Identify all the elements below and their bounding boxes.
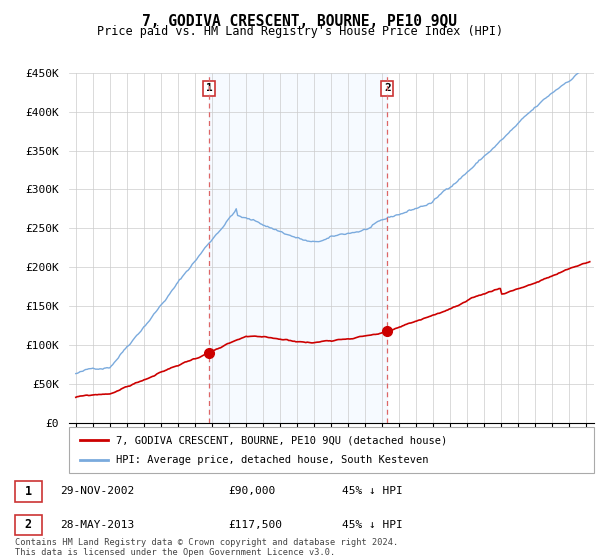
Text: 1: 1 bbox=[25, 484, 32, 498]
Text: 45% ↓ HPI: 45% ↓ HPI bbox=[342, 486, 403, 496]
Text: 7, GODIVA CRESCENT, BOURNE, PE10 9QU (detached house): 7, GODIVA CRESCENT, BOURNE, PE10 9QU (de… bbox=[116, 435, 448, 445]
Text: 2: 2 bbox=[384, 83, 391, 94]
Text: Contains HM Land Registry data © Crown copyright and database right 2024.
This d: Contains HM Land Registry data © Crown c… bbox=[15, 538, 398, 557]
Text: 1: 1 bbox=[206, 83, 212, 94]
Bar bbox=[209, 73, 387, 423]
Text: HPI: Average price, detached house, South Kesteven: HPI: Average price, detached house, Sout… bbox=[116, 455, 429, 465]
Text: 45% ↓ HPI: 45% ↓ HPI bbox=[342, 520, 403, 530]
Text: 29-NOV-2002: 29-NOV-2002 bbox=[60, 486, 134, 496]
Text: 2: 2 bbox=[25, 519, 32, 531]
FancyBboxPatch shape bbox=[15, 515, 42, 535]
FancyBboxPatch shape bbox=[15, 480, 42, 502]
Text: 7, GODIVA CRESCENT, BOURNE, PE10 9QU: 7, GODIVA CRESCENT, BOURNE, PE10 9QU bbox=[143, 14, 458, 29]
Text: £90,000: £90,000 bbox=[228, 486, 275, 496]
FancyBboxPatch shape bbox=[69, 427, 594, 473]
Text: £117,500: £117,500 bbox=[228, 520, 282, 530]
Text: Price paid vs. HM Land Registry's House Price Index (HPI): Price paid vs. HM Land Registry's House … bbox=[97, 25, 503, 38]
Text: 28-MAY-2013: 28-MAY-2013 bbox=[60, 520, 134, 530]
